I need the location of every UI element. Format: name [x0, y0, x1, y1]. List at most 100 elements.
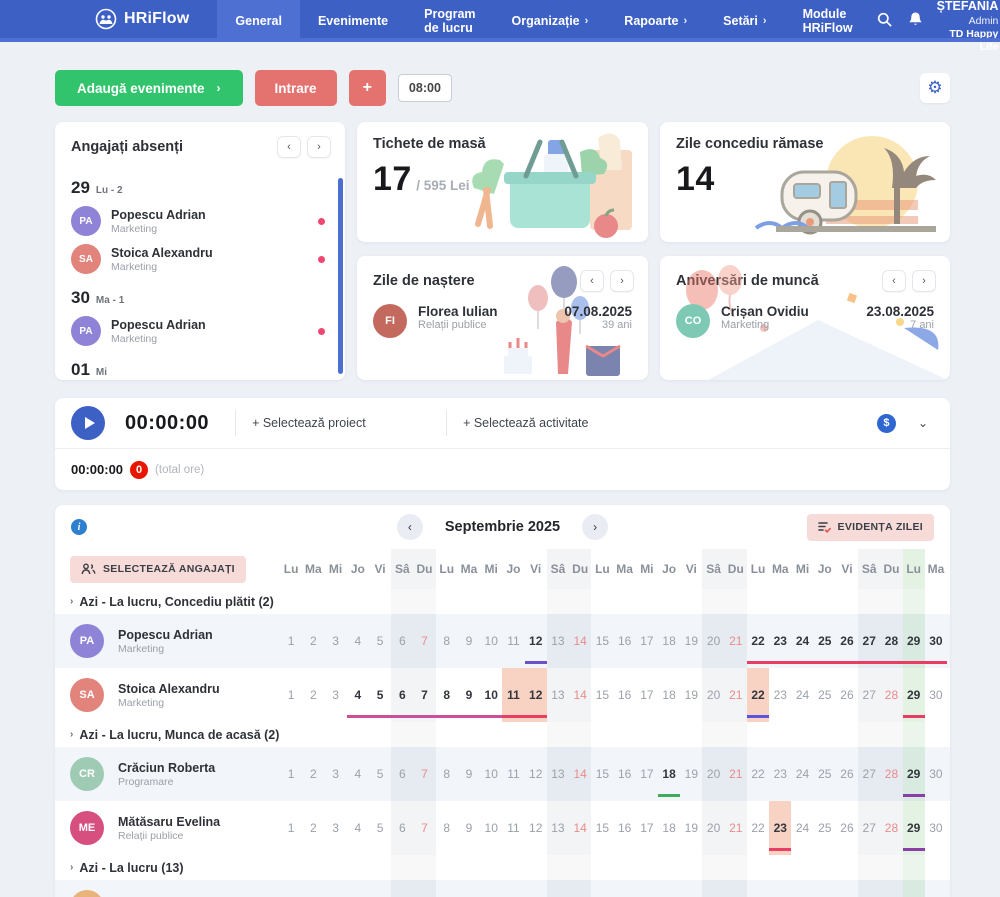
schedule-day-cell[interactable]: 11 [502, 880, 524, 897]
schedule-day-cell[interactable]: 26 [840, 767, 854, 781]
schedule-day-cell[interactable]: 3 [332, 688, 339, 702]
schedule-day-cell[interactable]: 11 [507, 821, 520, 835]
schedule-day-cell[interactable]: 6 [391, 801, 414, 855]
schedule-day-cell[interactable]: 14 [569, 668, 592, 722]
schedule-day-cell[interactable]: 17 [640, 688, 654, 702]
schedule-day-cell[interactable]: 30 [924, 614, 948, 668]
schedule-day-cell[interactable]: 27 [858, 668, 881, 722]
schedule-day-cell[interactable]: 14 [569, 880, 592, 897]
schedule-day-cell[interactable]: 17 [640, 821, 654, 835]
schedule-day-cell[interactable]: 25 [818, 821, 832, 835]
schedule-day-cell[interactable]: 5 [369, 880, 391, 897]
info-icon[interactable]: i [71, 519, 87, 535]
schedule-day-cell[interactable]: 1 [287, 767, 295, 781]
schedule-day-cell[interactable]: 19 [680, 880, 702, 897]
schedule-day-cell[interactable]: 23 [769, 614, 792, 668]
schedule-day-cell[interactable]: 25 [814, 880, 836, 897]
schedule-day-cell[interactable]: 19 [684, 634, 699, 648]
schedule-day-cell[interactable]: 13 [546, 801, 570, 855]
schedule-day-cell[interactable]: 6 [391, 747, 414, 801]
schedule-day-cell[interactable]: 14 [569, 614, 592, 668]
schedule-day-cell[interactable]: 23 [773, 688, 787, 702]
schedule-day-cell[interactable]: 20 [702, 668, 725, 722]
employee-cell[interactable]: PA Popescu Adrian Marketing [55, 614, 280, 668]
schedule-day-cell[interactable]: 9 [465, 634, 473, 648]
schedule-day-cell[interactable]: 4 [346, 668, 369, 722]
schedule-day-cell[interactable]: 27 [858, 880, 881, 897]
schedule-day-cell[interactable]: 20 [702, 801, 725, 855]
timer-expand-button[interactable]: ⌄ [918, 416, 928, 430]
employee-cell[interactable]: ME Mătăsaru Evelina Relații publice [55, 801, 280, 855]
employee-cell[interactable]: BLBratosin Lili [55, 880, 280, 897]
nav-item-evenimente[interactable]: Evenimente [300, 0, 406, 42]
schedule-day-cell[interactable]: 12 [529, 821, 543, 835]
schedule-day-cell[interactable]: 11 [502, 668, 525, 722]
anniversaries-next-button[interactable]: › [912, 270, 936, 292]
schedule-day-cell[interactable]: 1 [287, 821, 295, 835]
schedule-day-cell[interactable]: 15 [595, 821, 610, 835]
schedule-day-cell[interactable]: 14 [569, 747, 592, 801]
schedule-day-cell[interactable]: 5 [376, 634, 384, 648]
schedule-day-cell[interactable]: 28 [880, 880, 903, 897]
nav-item-setări[interactable]: Setări › [705, 0, 784, 42]
schedule-day-cell[interactable]: 7 [413, 747, 436, 801]
schedule-day-cell[interactable]: 20 [702, 747, 725, 801]
schedule-day-cell[interactable]: 3 [324, 880, 346, 897]
schedule-day-cell[interactable]: 8 [443, 634, 451, 648]
schedule-day-cell[interactable]: 30 [929, 688, 943, 702]
schedule-day-cell[interactable]: 28 [880, 614, 903, 668]
birthdays-next-button[interactable]: › [610, 270, 634, 292]
add-time-button[interactable]: + [348, 70, 386, 106]
select-employees-button[interactable]: SELECTEAZĂ ANGAJAȚI [70, 555, 246, 583]
schedule-day-cell[interactable]: 8 [436, 880, 458, 897]
schedule-day-cell[interactable]: 10 [484, 821, 498, 835]
schedule-day-cell[interactable]: 17 [640, 634, 654, 648]
schedule-day-cell[interactable]: 7 [413, 801, 436, 855]
schedule-day-cell[interactable]: 29 [902, 747, 925, 801]
schedule-day-cell[interactable]: 19 [684, 821, 699, 835]
schedule-day-cell[interactable]: 30 [925, 880, 947, 897]
schedule-day-cell[interactable]: 2 [310, 767, 317, 781]
schedule-day-cell[interactable]: 6 [391, 668, 414, 722]
schedule-day-cell[interactable]: 12 [525, 880, 547, 897]
add-events-button[interactable]: Adaugă evenimente › [55, 70, 243, 106]
nav-item-program-de-lucru[interactable]: Program de lucru [406, 0, 493, 42]
schedule-day-cell[interactable]: 18 [658, 880, 680, 897]
schedule-day-cell[interactable]: 20 [702, 880, 725, 897]
schedule-day-cell[interactable]: 12 [529, 767, 543, 781]
anniversaries-prev-button[interactable]: ‹ [882, 270, 906, 292]
schedule-day-cell[interactable]: 7 [413, 880, 436, 897]
schedule-day-cell[interactable]: 28 [880, 747, 903, 801]
schedule-day-cell[interactable]: 17 [636, 880, 658, 897]
schedule-day-cell[interactable]: 2 [310, 634, 317, 648]
schedule-day-cell[interactable]: 15 [595, 688, 610, 702]
schedule-day-cell[interactable]: 8 [435, 668, 458, 722]
search-button[interactable] [871, 0, 908, 42]
nav-item-general[interactable]: General [217, 0, 300, 42]
prev-month-button[interactable]: ‹ [396, 514, 423, 540]
schedule-day-cell[interactable]: 25 [818, 688, 832, 702]
schedule-day-cell[interactable]: 10 [484, 767, 498, 781]
schedule-day-cell[interactable]: 7 [413, 614, 436, 668]
schedule-day-cell[interactable]: 16 [617, 688, 632, 702]
schedule-day-cell[interactable]: 3 [332, 767, 339, 781]
schedule-day-cell[interactable]: 1 [280, 880, 302, 897]
start-timer-button[interactable] [71, 406, 105, 440]
notifications-bell-icon[interactable] [908, 11, 923, 27]
list-item[interactable]: SA Stoica Alexandru Marketing [71, 240, 329, 278]
schedule-day-cell[interactable]: 30 [929, 767, 943, 781]
schedule-day-cell[interactable]: 25 [813, 614, 836, 668]
schedule-day-cell[interactable]: 18 [662, 634, 676, 648]
schedule-day-cell[interactable]: 21 [724, 801, 747, 855]
schedule-day-cell[interactable]: 26 [840, 821, 854, 835]
schedule-day-cell[interactable]: 29 [902, 668, 925, 722]
schedule-day-cell[interactable]: 16 [617, 821, 632, 835]
schedule-day-cell[interactable]: 13 [546, 668, 570, 722]
schedule-day-cell[interactable]: 26 [836, 880, 858, 897]
schedule-day-cell[interactable]: 4 [354, 767, 362, 781]
schedule-day-cell[interactable]: 26 [835, 614, 859, 668]
schedule-day-cell[interactable]: 16 [614, 880, 636, 897]
schedule-day-cell[interactable]: 13 [546, 614, 570, 668]
schedule-day-cell[interactable]: 29 [902, 801, 925, 855]
day-report-button[interactable]: EVIDENȚA ZILEI [806, 513, 934, 541]
